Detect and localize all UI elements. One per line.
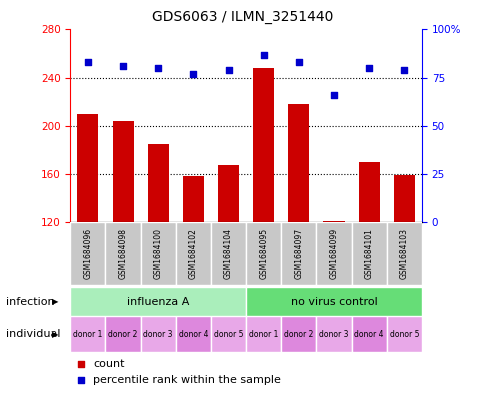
Bar (182, 176, 203, 222)
Bar (147, 144, 168, 222)
Text: GSM1684098: GSM1684098 (118, 228, 127, 279)
Text: ▶: ▶ (52, 330, 59, 338)
Text: donor 4: donor 4 (178, 330, 208, 338)
Text: GSM1684099: GSM1684099 (329, 228, 338, 279)
Text: GSM1684097: GSM1684097 (294, 228, 303, 279)
Text: GDS6063 / ILMN_3251440: GDS6063 / ILMN_3251440 (151, 10, 333, 24)
Point (84, 59, 91, 65)
Bar (245, 316, 281, 352)
Text: individual: individual (6, 329, 60, 339)
Point (294, 59, 302, 65)
Bar (175, 316, 211, 352)
Text: no virus control: no virus control (290, 297, 377, 307)
Bar (281, 316, 316, 352)
Bar (245, 287, 421, 316)
Text: donor 5: donor 5 (389, 330, 418, 338)
Bar (393, 175, 414, 222)
Text: donor 2: donor 2 (108, 330, 137, 338)
Bar (175, 222, 211, 285)
Point (364, 65, 372, 71)
Bar (281, 222, 316, 285)
Bar (316, 316, 351, 352)
Point (77, 360, 85, 367)
Bar (316, 222, 351, 285)
Text: GSM1684101: GSM1684101 (364, 228, 373, 279)
Point (77, 377, 85, 384)
Text: donor 3: donor 3 (318, 330, 348, 338)
Point (189, 71, 197, 77)
Point (400, 67, 408, 73)
Text: donor 1: donor 1 (73, 330, 103, 338)
Text: donor 3: donor 3 (143, 330, 173, 338)
Point (154, 65, 162, 71)
Bar (253, 68, 273, 222)
Bar (386, 222, 421, 285)
Bar (386, 316, 421, 352)
Point (259, 51, 267, 58)
Bar (105, 316, 140, 352)
Text: infection: infection (6, 297, 54, 307)
Text: GSM1684095: GSM1684095 (258, 228, 268, 279)
Bar (70, 222, 105, 285)
Text: GSM1684104: GSM1684104 (224, 228, 233, 279)
Bar (105, 222, 140, 285)
Bar (77, 114, 98, 222)
Text: count: count (93, 358, 124, 369)
Bar (351, 316, 386, 352)
Bar (112, 121, 133, 222)
Bar (245, 222, 281, 285)
Bar (70, 287, 245, 316)
Bar (140, 316, 175, 352)
Bar (287, 104, 309, 222)
Text: percentile rank within the sample: percentile rank within the sample (93, 375, 280, 385)
Text: donor 5: donor 5 (213, 330, 243, 338)
Bar (323, 221, 344, 222)
Bar (211, 316, 245, 352)
Bar (70, 316, 105, 352)
Text: GSM1684103: GSM1684103 (399, 228, 408, 279)
Bar (140, 222, 175, 285)
Point (330, 92, 337, 98)
Text: ▶: ▶ (52, 297, 59, 306)
Bar (217, 165, 239, 222)
Point (119, 63, 127, 69)
Text: donor 1: donor 1 (248, 330, 278, 338)
Bar (351, 222, 386, 285)
Text: GSM1684096: GSM1684096 (83, 228, 92, 279)
Text: GSM1684102: GSM1684102 (188, 228, 197, 279)
Text: donor 4: donor 4 (354, 330, 383, 338)
Text: donor 2: donor 2 (284, 330, 313, 338)
Bar (358, 162, 379, 222)
Point (224, 67, 232, 73)
Bar (211, 222, 245, 285)
Text: influenza A: influenza A (127, 297, 189, 307)
Text: GSM1684100: GSM1684100 (153, 228, 163, 279)
